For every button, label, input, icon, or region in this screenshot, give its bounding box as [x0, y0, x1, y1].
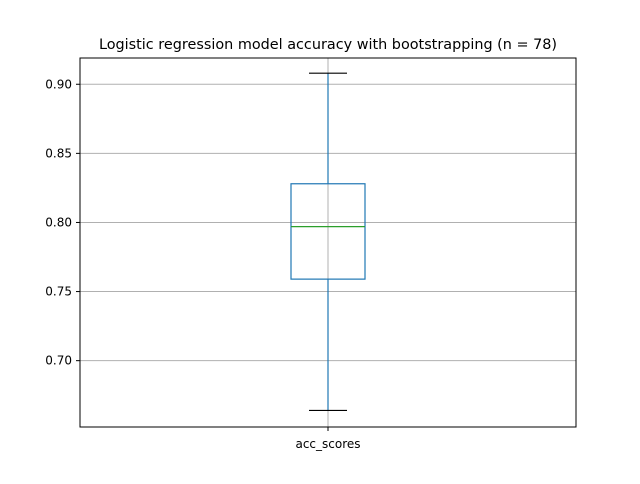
x-tick-label: acc_scores	[295, 437, 360, 451]
marks-layer	[290, 72, 366, 412]
chart-title: Logistic regression model accuracy with …	[99, 37, 557, 53]
y-tick-label: 0.75	[45, 285, 72, 299]
y-tick-label: 0.70	[45, 354, 72, 368]
interquartile-box	[290, 183, 366, 280]
y-tick-label: 0.90	[45, 77, 72, 91]
y-tick-label: 0.85	[45, 146, 72, 160]
axes-layer: 0.70 0.75 0.80 0.85 0.90 acc_scores	[45, 57, 577, 451]
y-tick-label: 0.80	[45, 215, 72, 229]
